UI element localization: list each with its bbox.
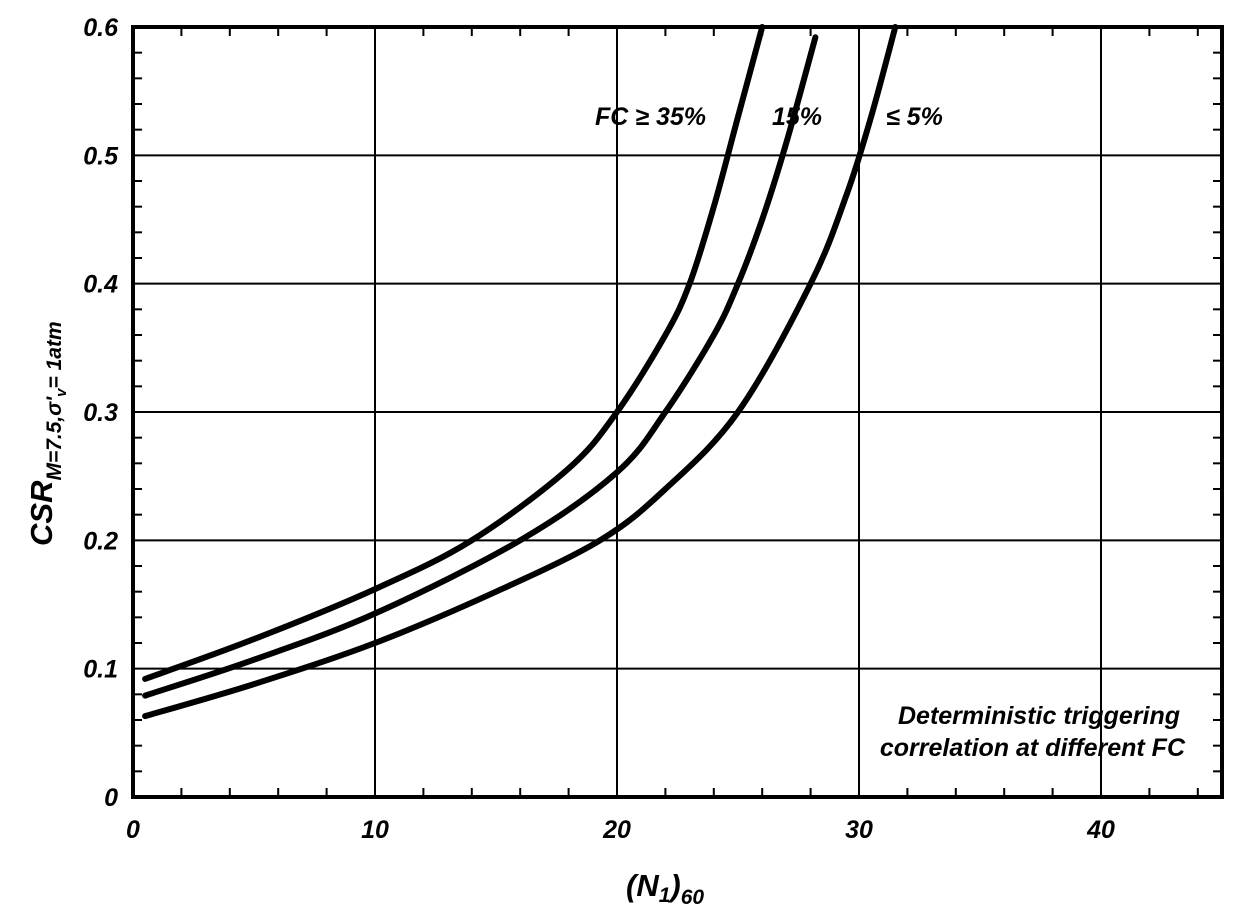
plot-frame bbox=[131, 25, 1224, 799]
series-label-15: 15% bbox=[772, 103, 822, 131]
x-tick-label: 40 bbox=[1086, 816, 1115, 844]
series-label-5: ≤ 5% bbox=[886, 103, 943, 131]
y-axis-title: CSRM=7.5,σ'v= 1atm bbox=[24, 321, 70, 546]
x-tick-label: 0 bbox=[126, 816, 140, 844]
y-tick-labels: 0 0.1 0.2 0.3 0.4 0.5 0.6 bbox=[83, 14, 119, 812]
y-tick-label: 0.4 bbox=[83, 271, 118, 299]
x-tick-label: 20 bbox=[602, 816, 631, 844]
grid-layer bbox=[133, 27, 1222, 797]
annotation-line-2: correlation at different FC bbox=[880, 734, 1186, 762]
series-label-fc35: FC ≥ 35% bbox=[595, 103, 706, 131]
y-tick-label: 0.6 bbox=[83, 14, 119, 42]
y-tick-label: 0.5 bbox=[83, 142, 119, 170]
y-tick-label: 0.2 bbox=[83, 527, 118, 555]
series-line-1 bbox=[142, 34, 819, 699]
x-tick-label: 10 bbox=[361, 816, 389, 844]
series-line-2 bbox=[142, 24, 899, 720]
x-tick-label: 30 bbox=[845, 816, 873, 844]
series-line-0 bbox=[142, 24, 766, 682]
series-layer bbox=[142, 24, 899, 720]
annotation-line-1: Deterministic triggering bbox=[898, 702, 1180, 730]
y-tick-label: 0.3 bbox=[83, 399, 118, 427]
x-axis-title: (N1)60 bbox=[626, 868, 704, 909]
y-tick-label: 0 bbox=[104, 784, 118, 812]
y-tick-label: 0.1 bbox=[83, 656, 118, 684]
x-tick-labels: 0 10 20 30 40 bbox=[126, 816, 1115, 844]
